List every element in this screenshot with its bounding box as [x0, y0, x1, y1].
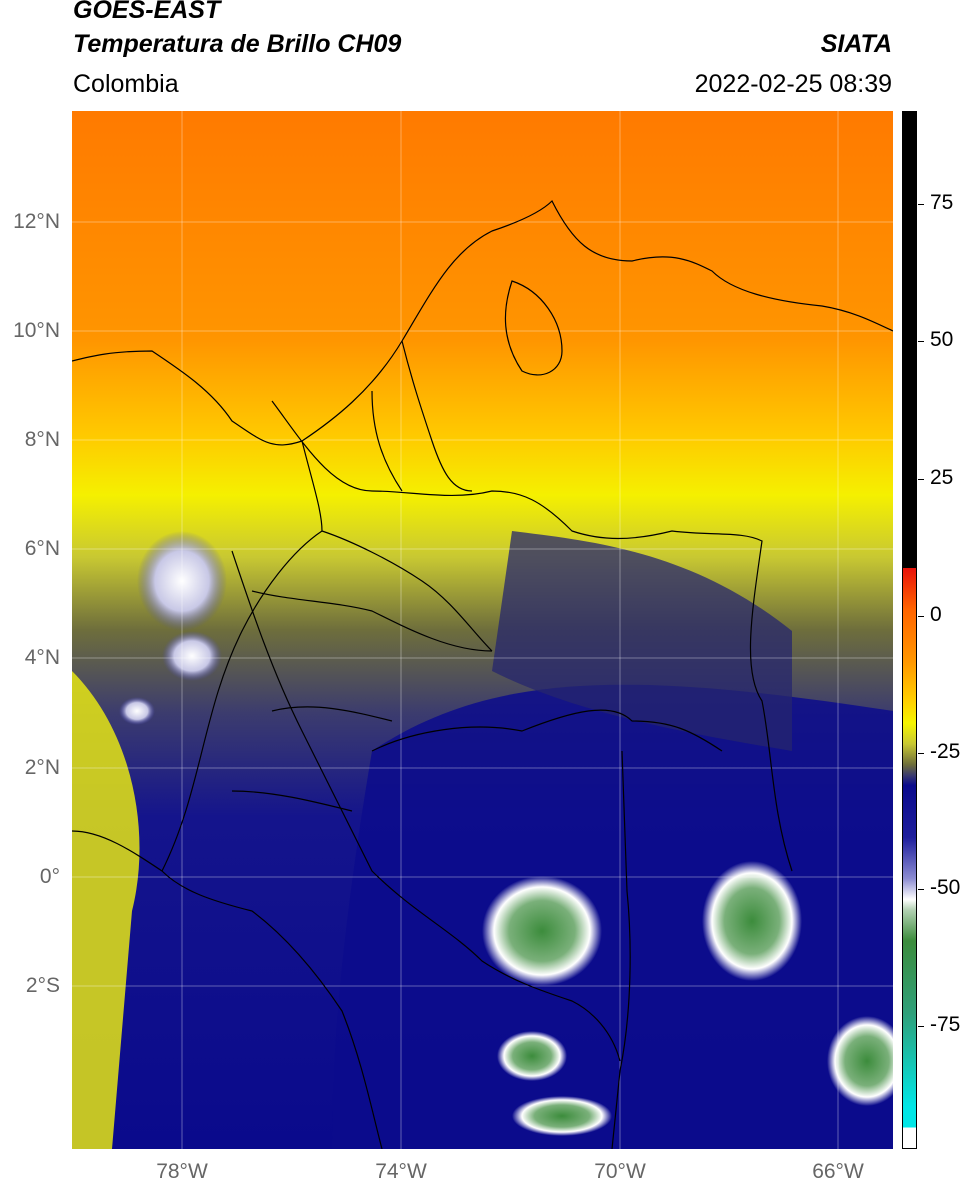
colorbar-label-minus25: -25 [930, 740, 961, 763]
colorbar-label-50: 50 [930, 328, 954, 351]
storm-cell-southeast [827, 1016, 893, 1106]
organization-label: SIATA [820, 30, 892, 58]
lat-label-0: 0° [39, 865, 60, 888]
colorbar-label-minus50: -50 [930, 876, 961, 899]
lon-label-70w: 70°W [594, 1160, 646, 1183]
colorbar-tick [918, 616, 924, 617]
temperature-colorbar [902, 111, 917, 1149]
lon-label-74w: 74°W [375, 1160, 427, 1183]
lon-label-66w: 66°W [812, 1160, 864, 1183]
lat-label-10n: 10°N [13, 319, 60, 342]
lon-label-78w: 78°W [156, 1160, 208, 1183]
product-title: Temperatura de Brillo CH09 [73, 30, 402, 58]
lat-label-2n: 2°N [24, 756, 60, 779]
map-gridlines [72, 111, 893, 1149]
colorbar-label-minus75: -75 [930, 1013, 961, 1036]
colorbar-tick [918, 889, 924, 890]
region-label: Colombia [73, 70, 179, 98]
colorbar-tick [918, 479, 924, 480]
lat-label-2s: 2°S [25, 974, 60, 997]
colorbar-label-75: 75 [930, 191, 954, 214]
satellite-title: GOES-EAST [73, 0, 221, 24]
lat-label-12n: 12°N [13, 210, 60, 233]
colorbar-tick [918, 341, 924, 342]
pacific-region [72, 671, 140, 1149]
storm-cell-pacific [137, 531, 227, 631]
map-borders [72, 199, 893, 1149]
satellite-map [72, 111, 893, 1149]
lat-label-6n: 6°N [24, 537, 60, 560]
lat-label-4n: 4°N [24, 646, 60, 669]
colorbar-label-0: 0 [930, 603, 942, 626]
storm-cell-amazon [482, 876, 602, 986]
amazon-region [332, 684, 893, 1149]
storm-cell-east [702, 861, 802, 981]
datetime-label: 2022-02-25 08:39 [694, 70, 892, 98]
colorbar-tick [918, 753, 924, 754]
colorbar-label-25: 25 [930, 466, 954, 489]
colorbar-tick [918, 1026, 924, 1027]
lat-label-8n: 8°N [24, 428, 60, 451]
colorbar-tick [918, 204, 924, 205]
